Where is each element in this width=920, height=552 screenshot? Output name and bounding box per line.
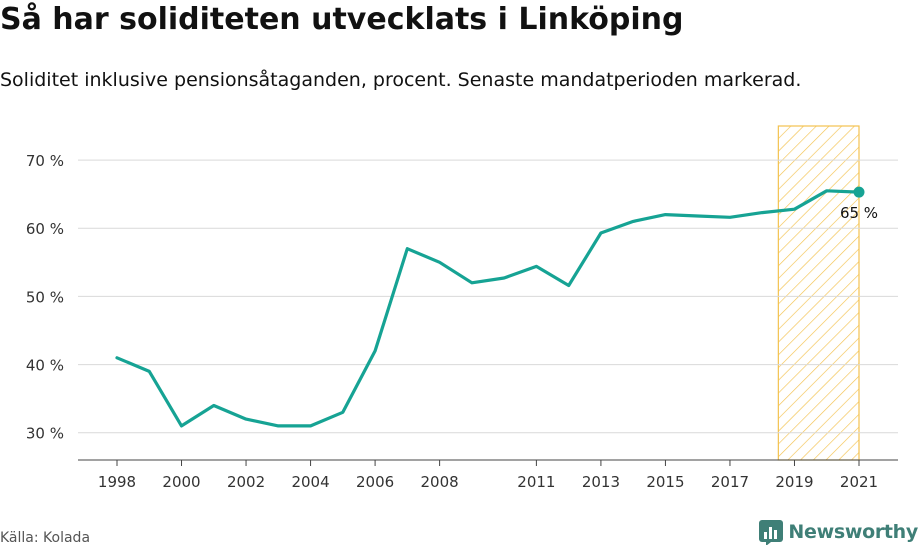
x-tick-label: 2000 [162, 473, 200, 491]
x-tick-label: 2011 [517, 473, 555, 491]
highlight-band-fill [778, 126, 859, 460]
series-line [115, 189, 861, 428]
y-tick-label: 40 % [26, 357, 64, 375]
x-tick-label: 2017 [711, 473, 749, 491]
source-note: Källa: Kolada [0, 530, 91, 546]
newsworthy-logo-icon [759, 520, 784, 545]
x-tick-label: 2008 [421, 473, 459, 491]
end-value-label: 65 % [840, 204, 878, 222]
chart-title: Så har soliditeten utvecklats i Linköpin… [0, 2, 684, 37]
end-point-marker [853, 186, 865, 198]
x-tick-label: 2002 [227, 473, 265, 491]
y-tick-label: 60 % [26, 220, 64, 238]
brand: Newsworthy [758, 519, 918, 545]
x-tick-label: 2004 [291, 473, 329, 491]
chart-subtitle: Soliditet inklusive pensionsåtaganden, p… [0, 69, 802, 91]
x-tick-label: 2006 [356, 473, 394, 491]
y-tick-label: 70 % [26, 152, 64, 170]
x-tick-label: 2019 [775, 473, 813, 491]
y-tick-label: 30 % [26, 425, 64, 443]
x-tick-label: 2013 [582, 473, 620, 491]
y-tick-label: 50 % [26, 288, 64, 306]
x-tick-label: 1998 [98, 473, 136, 491]
brand-name: Newsworthy [788, 521, 918, 543]
x-tick-label: 2015 [646, 473, 684, 491]
x-tick-label: 2021 [840, 473, 878, 491]
